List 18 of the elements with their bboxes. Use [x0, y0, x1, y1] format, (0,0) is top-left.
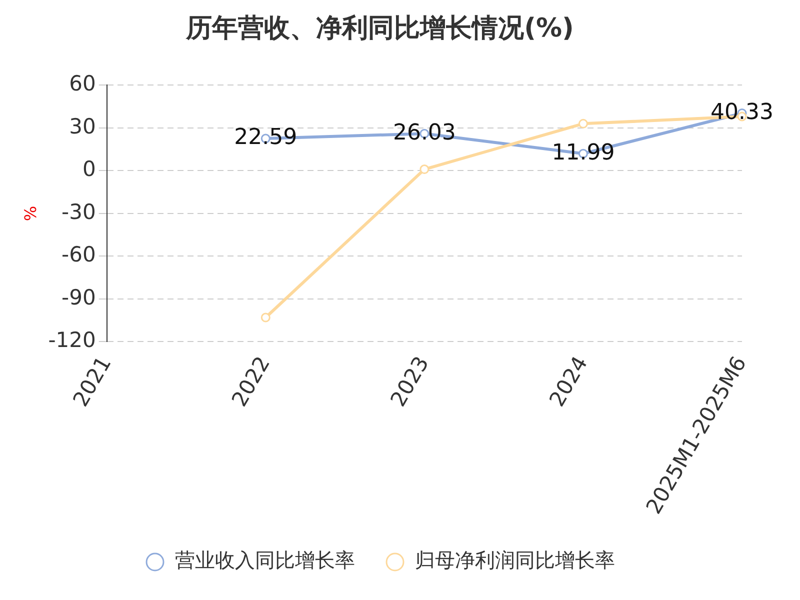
y-tick-label: -60 — [62, 242, 96, 267]
legend-label: 营业收入同比增长率 — [175, 548, 355, 572]
y-tick-label: 30 — [69, 114, 96, 138]
point — [420, 164, 430, 174]
y-tick-label: -30 — [62, 200, 96, 224]
y-tick-label: -120 — [48, 328, 96, 352]
point — [578, 118, 588, 128]
y-axis-title: % — [20, 206, 40, 222]
data-label: 11.99 — [552, 140, 615, 166]
data-label: 26.03 — [392, 120, 456, 146]
point — [260, 312, 270, 322]
data-label: 22.59 — [234, 125, 298, 150]
chart-title: 历年营收、净利同比增长情况(%) — [185, 13, 574, 44]
legend-label: 归母净利润同比增长率 — [415, 548, 615, 572]
data-label: 40.33 — [710, 100, 774, 125]
y-tick-label: 0 — [82, 157, 96, 182]
y-tick-label: 60 — [69, 72, 96, 96]
y-tick-label: -90 — [62, 285, 96, 310]
